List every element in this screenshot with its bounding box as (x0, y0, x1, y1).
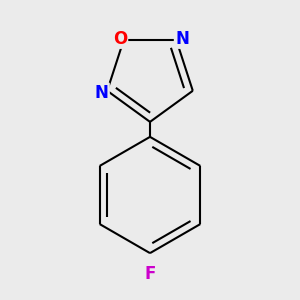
Text: N: N (94, 84, 109, 102)
Text: N: N (175, 30, 189, 48)
Text: O: O (113, 30, 127, 48)
Text: F: F (144, 265, 156, 283)
